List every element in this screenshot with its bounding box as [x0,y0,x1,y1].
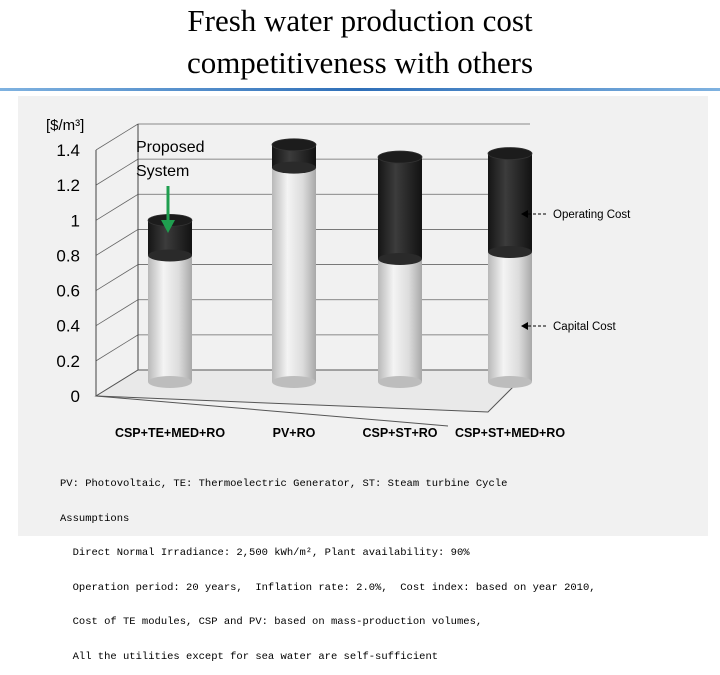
note-line: Assumptions [60,512,130,525]
bar-top [377,150,423,164]
y-tick-label: 0.6 [56,282,80,301]
category-label: CSP+ST+MED+RO [455,426,565,440]
arrowhead-icon [161,220,175,233]
bar-capital-cost [272,167,316,382]
annotation-text: System [136,163,189,180]
y-tick-label: 1.2 [56,176,80,195]
slide-title: Fresh water production cost competitiven… [0,0,720,84]
figure-background [18,96,708,536]
bar-base [378,376,422,388]
legend-arrowhead [521,322,528,330]
note-line: Cost of TE modules, CSP and PV: based on… [60,616,483,628]
bar-base [272,376,316,388]
gridline-side [95,334,139,362]
y-tick-label: 1 [71,211,80,230]
y-tick-label: 0.8 [56,246,80,265]
bar-segment-edge [148,249,192,262]
legend-label: Capital Cost [553,321,616,333]
gridline-side [95,158,139,186]
gridline-side [95,193,139,221]
y-tick-label: 1.4 [56,141,80,160]
category-label: CSP+TE+MED+RO [115,426,225,440]
legend-layer: Operating Cost Capital Cost [521,209,631,333]
tick-layer: 1.4 1.2 1 0.8 0.6 0.4 0.2 0 [56,141,80,406]
gridline-side [95,264,139,291]
bar-top [487,147,533,160]
note-line: Operation period: 20 years, Inflation ra… [60,581,596,594]
y-tick-label: 0.2 [56,352,80,371]
cost-chart: [$/m³] 1.4 1.2 1 0.8 0.6 0.4 0.2 0 CSP+TE+MED+R… [46,117,631,440]
note-line: PV: Photovoltaic, TE: Thermoelectric Gen… [60,478,508,490]
category-label: CSP+ST+RO [362,426,437,440]
bar-segment-edge [378,253,422,265]
bar-capital-cost [148,255,192,382]
gridline-side [95,299,139,327]
note-line: Direct Normal Irradiance: 2,500 kWh/m², … [60,547,470,559]
proposed-system-annotation: Proposed System [136,139,205,233]
category-label: PV+RO [273,426,316,440]
y-axis-unit: [$/m³] [46,117,84,134]
gridline-side [95,229,139,256]
gridline-side [95,123,139,151]
bar-top [271,138,317,152]
title-divider [0,88,720,91]
legend-arrowhead [521,210,528,218]
bar-segment-edge [272,161,316,174]
y-tick-label: 0 [71,387,80,406]
footnotes: PV: Photovoltaic, TE: Thermoelectric Gen… [60,456,596,675]
floor-front-edge [95,395,449,427]
bar-operating-cost [272,144,316,168]
bar-segment-edge [488,245,532,258]
bar-operating-cost [378,157,422,259]
y-tick-label: 0.4 [56,317,80,336]
annotation-text: Proposed [136,139,205,156]
legend-label: Operating Cost [553,209,631,221]
title-line-2: competitiveness with others [186,45,534,80]
category-layer: CSP+TE+MED+RO PV+RO CSP+ST+RO CSP+ST+MED+RO [115,426,565,440]
bar-layer [147,138,533,388]
bar-capital-cost [378,259,422,382]
bar-base [148,376,192,388]
bar-operating-cost [488,153,532,252]
note-line: All the utilities except for sea water a… [60,650,439,663]
bar-capital-cost [488,251,532,382]
title-line-1: Fresh water production cost [187,3,533,38]
bar-base [488,376,532,388]
